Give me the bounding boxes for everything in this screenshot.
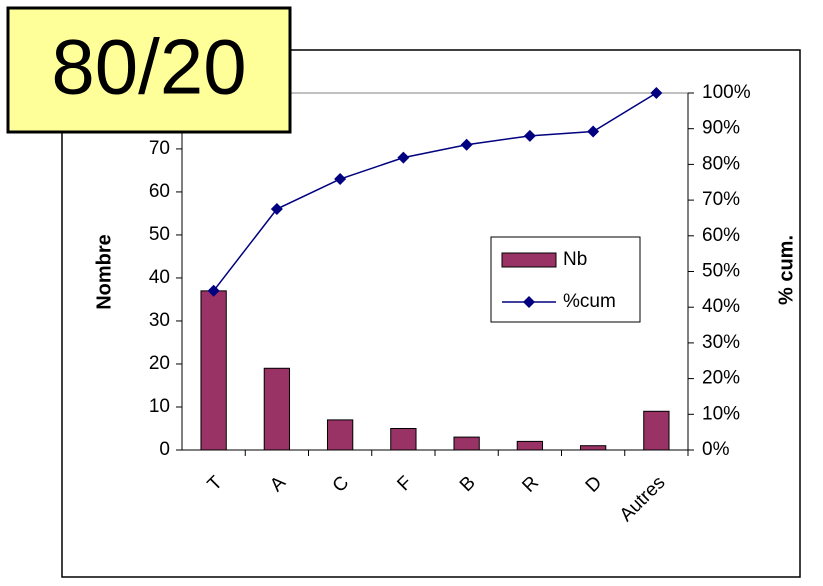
y2-tick-label: 60% xyxy=(702,225,740,246)
y-tick-label: 0 xyxy=(159,439,170,460)
y2-tick-label: 30% xyxy=(702,332,740,353)
y2-tick-label: 40% xyxy=(702,296,740,317)
annotation: 80/20 xyxy=(6,6,292,134)
y2-axis-title: % cum. xyxy=(775,235,797,305)
marker xyxy=(587,125,600,138)
x-tick-label: B xyxy=(456,472,480,496)
legend: Nb %cum xyxy=(490,236,641,323)
y-axis-title: Nombre xyxy=(93,234,115,310)
legend-label: Nb xyxy=(563,249,587,270)
marker xyxy=(650,87,663,99)
bar xyxy=(263,367,291,451)
annotation-text: 80/20 xyxy=(51,23,246,111)
legend-label: %cum xyxy=(563,291,616,312)
bar xyxy=(390,427,417,451)
legend-swatch xyxy=(501,252,557,268)
y-tick-label: 60 xyxy=(149,181,170,202)
marker xyxy=(523,129,536,142)
x-tick-label: R xyxy=(518,472,543,497)
x-tick-label: F xyxy=(393,472,416,495)
x-tick-label: D xyxy=(582,472,607,497)
bar xyxy=(326,419,354,451)
marker xyxy=(397,151,410,164)
y-tick-label: 10 xyxy=(149,396,170,417)
bar xyxy=(200,290,227,451)
y-tick-label: 40 xyxy=(149,267,170,288)
plot: 010203040506070800%10%20%30%40%50%60%70%… xyxy=(149,82,751,526)
bar xyxy=(453,436,480,451)
y2-tick-label: 70% xyxy=(702,189,740,210)
x-tick-label: A xyxy=(266,472,290,496)
bar xyxy=(516,440,544,451)
y-tick-label: 30 xyxy=(149,310,170,331)
annotation-box xyxy=(6,6,292,134)
y-tick-label: 70 xyxy=(149,138,170,159)
marker xyxy=(460,138,473,151)
bar xyxy=(643,410,670,451)
y-tick-label: 20 xyxy=(149,353,170,374)
legend-marker xyxy=(523,296,535,308)
marker xyxy=(270,203,283,216)
y2-tick-label: 10% xyxy=(702,403,740,424)
y2-tick-label: 50% xyxy=(702,261,740,282)
x-tick-label: Autres xyxy=(616,472,670,526)
marker xyxy=(334,173,347,186)
y-tick-label: 50 xyxy=(149,224,170,245)
legend-box xyxy=(490,236,641,323)
x-tick-label: C xyxy=(329,472,354,497)
y2-tick-label: 100% xyxy=(702,82,751,103)
line xyxy=(213,92,657,292)
y2-tick-label: 20% xyxy=(702,368,740,389)
bar xyxy=(579,445,607,451)
chart-frame xyxy=(61,49,801,578)
x-tick-label: T xyxy=(204,472,227,495)
y2-tick-label: 90% xyxy=(702,118,740,139)
y2-tick-label: 80% xyxy=(702,153,740,174)
marker xyxy=(207,284,220,297)
y2-tick-label: 0% xyxy=(702,439,730,460)
